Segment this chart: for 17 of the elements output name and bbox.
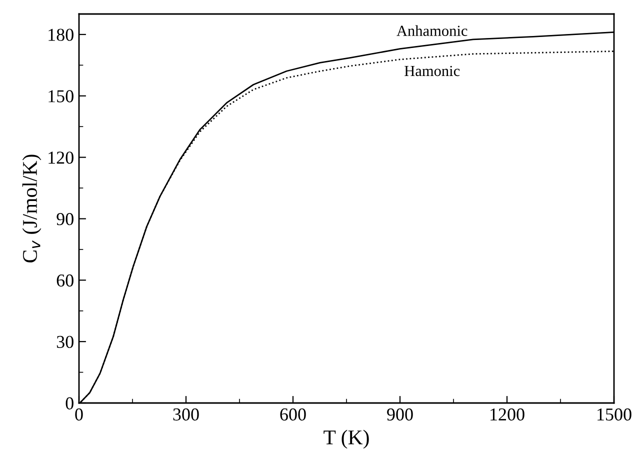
x-tick-label: 900 (387, 408, 413, 421)
series-label: Hamonic (404, 66, 460, 76)
x-tick-label: 600 (280, 408, 306, 421)
y-axis-title: C$_{v}$ (J/mol/K) (22, 154, 42, 262)
x-axis-title: T (K) (324, 430, 369, 449)
y-tick-label: 90 (56, 212, 74, 226)
y-tick-label: 120 (48, 152, 74, 164)
x-tick-label: 1500 (598, 408, 632, 421)
x-tick-label: 0 (75, 408, 83, 421)
y-tick-label: 0 (66, 397, 74, 410)
x-tick-label: 1200 (490, 408, 524, 421)
y-tick-label: 60 (56, 274, 74, 287)
y-tick-label: 180 (48, 28, 74, 41)
y-tick-label: 30 (56, 336, 74, 348)
x-tick-label: 300 (173, 408, 199, 421)
y-tick-label: 150 (48, 90, 74, 102)
series-label: Anhamonic (396, 25, 468, 36)
